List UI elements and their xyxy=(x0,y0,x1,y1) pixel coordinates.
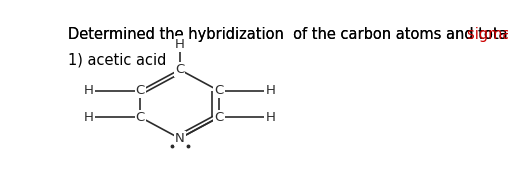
Text: H: H xyxy=(265,84,275,97)
Text: Determined the hybridization  of the carbon atoms and total: Determined the hybridization of the carb… xyxy=(68,27,508,42)
Text: C: C xyxy=(136,84,145,97)
Text: sigma and pi bond: sigma and pi bond xyxy=(467,27,508,42)
Text: H: H xyxy=(84,111,94,124)
Text: N: N xyxy=(175,132,184,145)
Text: C: C xyxy=(175,63,184,76)
Text: H: H xyxy=(175,37,184,51)
Text: 1) acetic acid: 1) acetic acid xyxy=(68,52,167,67)
Text: Determined the hybridization  of the carbon atoms and total: Determined the hybridization of the carb… xyxy=(68,27,508,42)
Text: C: C xyxy=(136,111,145,124)
Text: C: C xyxy=(214,111,224,124)
Text: H: H xyxy=(84,84,94,97)
Text: H: H xyxy=(265,111,275,124)
Text: C: C xyxy=(214,84,224,97)
